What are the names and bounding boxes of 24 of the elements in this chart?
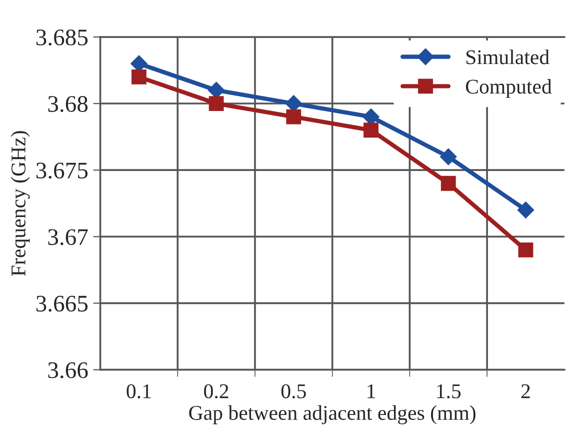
y-tick-label: 3.675 [36, 162, 88, 179]
y-tick-label: 3.66 [48, 362, 88, 378]
x-tick-label: 0.2 [204, 384, 228, 398]
point [364, 122, 378, 138]
legend-label: Computed [466, 79, 552, 98]
point [517, 202, 534, 218]
x-tick-label: 1 [368, 384, 375, 398]
x-tick-label: 2 [521, 384, 530, 398]
x-tick-label: 1.5 [437, 384, 461, 398]
y-tick-label: 3.685 [36, 29, 88, 46]
point [440, 148, 457, 166]
x-tick-label: 0.5 [281, 384, 306, 398]
point [518, 242, 534, 258]
point [286, 109, 302, 124]
legend-label: Simulated [466, 50, 550, 64]
point [208, 96, 224, 111]
point [131, 69, 146, 84]
x-tick-label: 0.1 [126, 384, 151, 398]
y-tick-label: 3.67 [48, 229, 88, 246]
y-tick-label: 3.68 [48, 96, 88, 112]
point [440, 176, 456, 191]
y-axis-title: Frequency (GHz) [10, 131, 30, 276]
y-tick-label: 3.665 [36, 296, 88, 312]
x-axis-title: Gap between adjacent edges (mm) [189, 405, 476, 424]
